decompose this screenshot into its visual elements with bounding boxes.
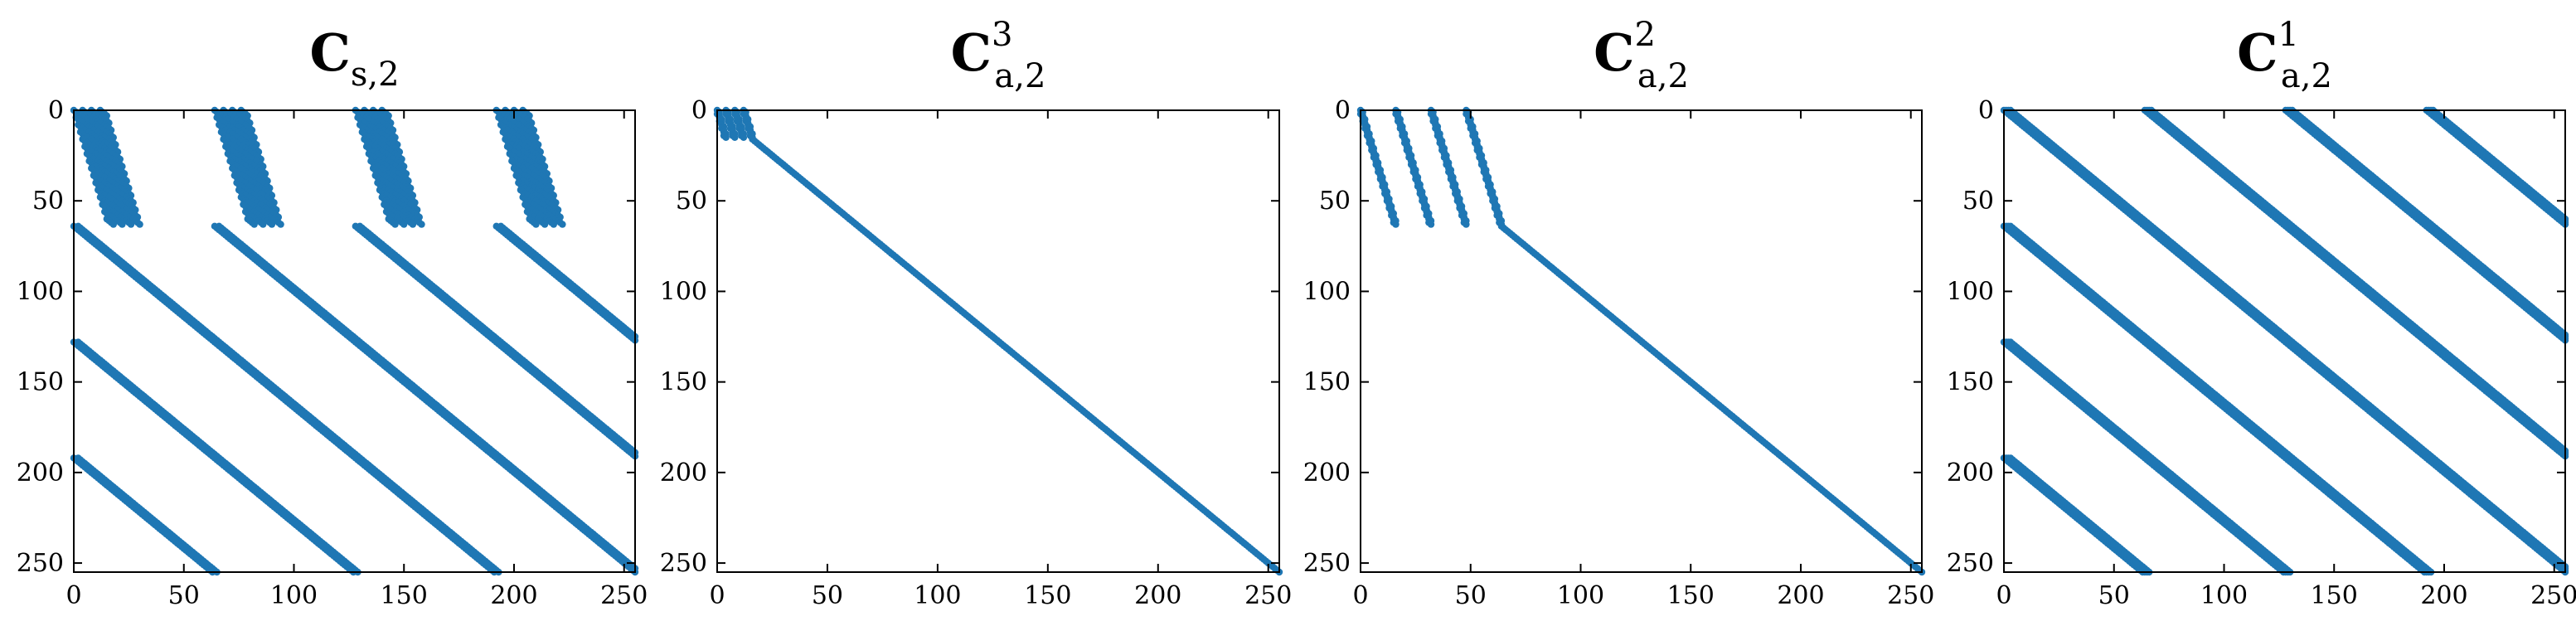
matrix-nonzero bbox=[260, 221, 267, 228]
matrix-nonzero bbox=[400, 221, 408, 228]
x-tick-label: 250 bbox=[1887, 581, 1934, 610]
y-tick-label: 0 bbox=[48, 96, 64, 125]
matrix-nonzero bbox=[532, 221, 540, 228]
matrix-nonzero bbox=[277, 221, 284, 228]
x-tick-label: 100 bbox=[270, 581, 318, 610]
title-sup: 3 bbox=[992, 16, 1012, 54]
title-sub: a,2 bbox=[2281, 57, 2332, 95]
matrix-nonzero bbox=[1427, 221, 1435, 228]
panel-title: C1 a,2 bbox=[2237, 16, 2332, 95]
data-points bbox=[1356, 106, 1926, 576]
x-tick-label: 250 bbox=[1244, 581, 1292, 610]
panel-title: Cs,2 bbox=[309, 22, 399, 94]
x-tick-label: 200 bbox=[490, 581, 537, 610]
y-tick-label: 50 bbox=[32, 187, 64, 216]
matrix-nonzero bbox=[722, 133, 730, 141]
matrix-nonzero bbox=[731, 133, 739, 141]
y-tick-label: 250 bbox=[17, 549, 64, 578]
title-sup: 1 bbox=[2278, 16, 2298, 54]
matrix-nonzero bbox=[1463, 221, 1470, 228]
y-tick-label: 150 bbox=[17, 368, 64, 397]
matrix-nonzero bbox=[550, 221, 557, 228]
matrix-nonzero bbox=[418, 221, 425, 228]
y-tick-label: 200 bbox=[1303, 459, 1351, 488]
y-tick-label: 100 bbox=[17, 277, 64, 306]
x-tick-label: 200 bbox=[1777, 581, 1824, 610]
data-points bbox=[713, 106, 1283, 576]
matrix-nonzero bbox=[391, 221, 399, 228]
y-tick-label: 100 bbox=[660, 277, 707, 306]
x-tick-label: 0 bbox=[1352, 581, 1368, 610]
matrix-nonzero bbox=[136, 221, 143, 228]
x-tick-label: 0 bbox=[709, 581, 725, 610]
y-tick-label: 200 bbox=[17, 459, 64, 488]
x-tick-label: 150 bbox=[1667, 581, 1715, 610]
y-tick-label: 50 bbox=[1319, 187, 1351, 216]
matrix-nonzero bbox=[740, 133, 748, 141]
matrix-nonzero bbox=[559, 221, 566, 228]
x-tick-label: 200 bbox=[1134, 581, 1181, 610]
title-sup: 2 bbox=[1634, 16, 1655, 54]
y-tick-label: 250 bbox=[1303, 549, 1351, 578]
data-points bbox=[2000, 106, 2569, 576]
title-base: C bbox=[2237, 22, 2278, 83]
y-tick-label: 200 bbox=[660, 459, 707, 488]
matrix-nonzero bbox=[541, 221, 549, 228]
x-tick-label: 50 bbox=[812, 581, 843, 610]
y-tick-label: 250 bbox=[660, 549, 707, 578]
panel-title: C2 a,2 bbox=[1594, 16, 1689, 95]
title-sub: s,2 bbox=[351, 56, 400, 94]
y-tick-label: 50 bbox=[676, 187, 707, 216]
x-tick-label: 0 bbox=[65, 581, 81, 610]
title-base: C bbox=[309, 22, 350, 83]
y-tick-label: 150 bbox=[1303, 368, 1351, 397]
x-tick-label: 50 bbox=[168, 581, 200, 610]
panel-title: C3 a,2 bbox=[951, 16, 1046, 95]
matrix-nonzero bbox=[109, 221, 117, 228]
title-base: C bbox=[1594, 22, 1634, 83]
matrix-nonzero bbox=[1392, 221, 1400, 228]
title-base: C bbox=[951, 22, 992, 83]
x-tick-label: 100 bbox=[1557, 581, 1604, 610]
y-tick-label: 0 bbox=[691, 96, 707, 125]
data-points bbox=[70, 106, 639, 576]
x-tick-label: 150 bbox=[1024, 581, 1071, 610]
matrix-nonzero bbox=[268, 221, 276, 228]
matrix-nonzero bbox=[127, 221, 135, 228]
matrix-nonzero bbox=[409, 221, 417, 228]
matrix-nonzero bbox=[119, 221, 126, 228]
y-tick-label: 100 bbox=[1303, 277, 1351, 306]
title-sub: a,2 bbox=[994, 57, 1045, 95]
title-sub: a,2 bbox=[1637, 57, 1689, 95]
x-tick-label: 250 bbox=[600, 581, 648, 610]
y-tick-label: 0 bbox=[1335, 96, 1351, 125]
x-tick-label: 150 bbox=[381, 581, 428, 610]
y-tick-label: 150 bbox=[660, 368, 707, 397]
x-tick-label: 100 bbox=[914, 581, 961, 610]
matrix-nonzero bbox=[250, 221, 258, 228]
x-tick-label: 50 bbox=[1455, 581, 1487, 610]
